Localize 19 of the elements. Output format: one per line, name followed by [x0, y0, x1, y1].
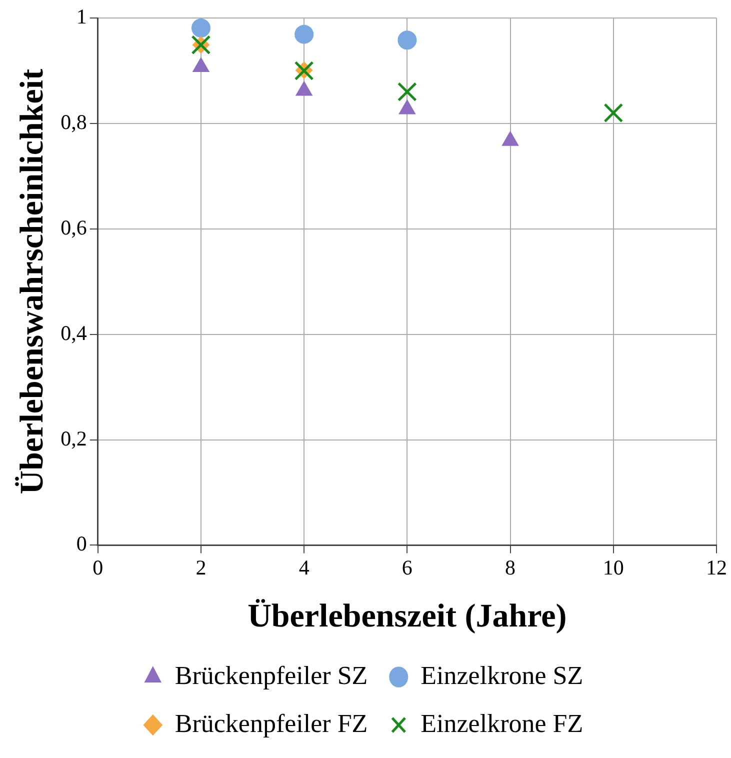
- y-tick-label: 1: [76, 4, 87, 29]
- x-tick-label: 12: [706, 555, 727, 580]
- x-axis-title: Überlebenszeit (Jahre): [248, 598, 567, 635]
- y-axis-title: Überlebenswahrscheinlichkeit: [14, 68, 50, 494]
- legend-label: Einzelkrone SZ: [420, 660, 584, 690]
- y-tick-label: 0,6: [60, 215, 87, 240]
- x-tick-label: 0: [92, 555, 104, 580]
- legend-label: Einzelkrone FZ: [420, 708, 584, 738]
- legend-label: Brückenpfeiler FZ: [174, 708, 368, 738]
- x-tick-label: 4: [298, 555, 310, 580]
- x-tick-label: 10: [602, 555, 624, 580]
- y-tick-label: 0,4: [60, 320, 88, 345]
- y-tick-label: 0,2: [60, 426, 87, 450]
- x-tick-label: 6: [402, 555, 412, 580]
- y-tick-label: 0: [76, 532, 87, 556]
- y-tick-label: 0,8: [60, 110, 87, 134]
- legend-label: Brückenpfeiler SZ: [174, 660, 368, 690]
- x-tick-label: 8: [505, 555, 516, 580]
- x-tick-label: 2: [196, 555, 206, 580]
